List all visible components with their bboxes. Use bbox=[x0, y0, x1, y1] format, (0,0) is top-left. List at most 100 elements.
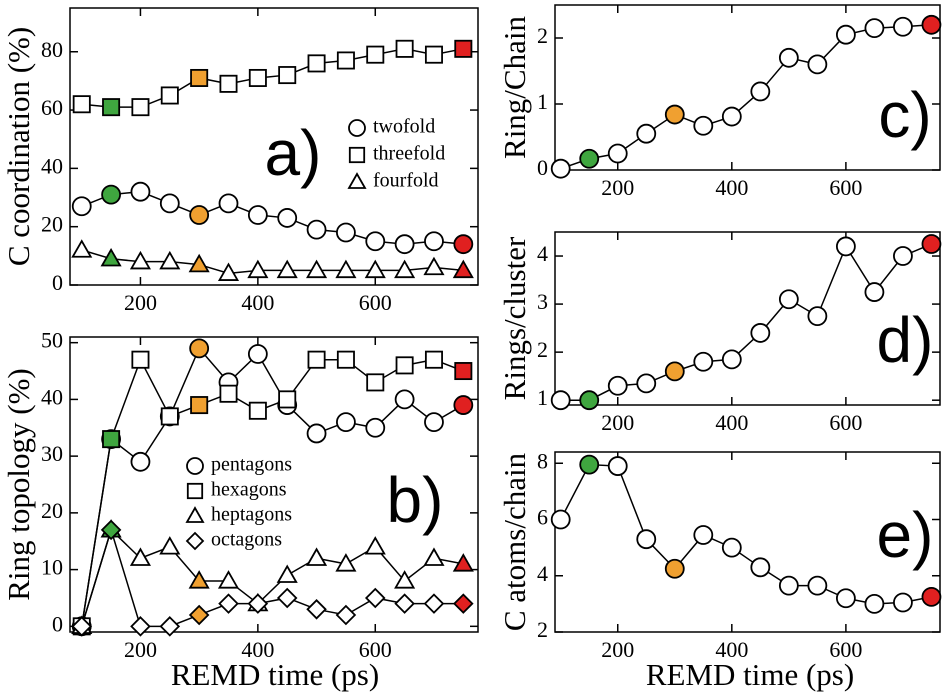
data-point bbox=[453, 395, 474, 415]
x-tick-label: 400 bbox=[241, 290, 274, 315]
legend-marker bbox=[348, 146, 366, 164]
data-point bbox=[247, 593, 269, 614]
data-point bbox=[335, 259, 357, 279]
y-tick-label: 0 bbox=[52, 270, 63, 295]
data-point bbox=[750, 323, 771, 343]
data-point bbox=[217, 570, 240, 589]
data-point bbox=[188, 570, 210, 589]
data-point bbox=[276, 564, 298, 583]
data-point bbox=[217, 262, 240, 281]
data-point bbox=[807, 575, 828, 596]
legend-label: fourfold bbox=[373, 170, 439, 192]
data-point bbox=[807, 306, 828, 326]
data-point bbox=[636, 123, 657, 144]
data-point bbox=[100, 519, 122, 541]
data-point bbox=[778, 575, 799, 596]
data-point bbox=[189, 338, 210, 359]
data-point bbox=[423, 547, 445, 566]
data-point bbox=[100, 247, 122, 267]
data-point bbox=[247, 344, 268, 364]
panel-label: b) bbox=[387, 464, 444, 536]
data-point bbox=[579, 390, 600, 411]
data-point bbox=[160, 407, 179, 426]
data-point bbox=[306, 259, 328, 279]
data-point bbox=[277, 208, 298, 228]
data-point bbox=[721, 106, 742, 127]
data-point bbox=[71, 196, 92, 217]
data-point bbox=[394, 593, 415, 614]
y-axis-label: C atoms/chain bbox=[497, 452, 532, 631]
data-point bbox=[219, 74, 238, 93]
data-point bbox=[424, 45, 443, 64]
data-point bbox=[423, 256, 445, 276]
x-tick-label: 600 bbox=[829, 175, 862, 200]
y-tick-label: 8 bbox=[537, 448, 548, 473]
data-point bbox=[921, 586, 942, 607]
data-point bbox=[664, 104, 685, 125]
legend-label: octagons bbox=[211, 529, 282, 551]
data-point bbox=[131, 350, 150, 369]
y-tick-label: 80 bbox=[41, 37, 63, 62]
panel-label: e) bbox=[877, 499, 934, 571]
data-point bbox=[159, 250, 181, 270]
y-tick-label: 6 bbox=[537, 505, 548, 530]
data-point bbox=[278, 390, 297, 409]
data-point bbox=[394, 389, 415, 410]
data-point bbox=[71, 239, 93, 258]
data-point bbox=[864, 18, 885, 39]
data-point bbox=[835, 588, 856, 609]
data-point bbox=[454, 362, 473, 381]
data-point bbox=[921, 234, 942, 254]
data-point bbox=[750, 81, 771, 102]
data-point bbox=[864, 282, 885, 302]
y-axis-label: Ring topology (%) bbox=[1, 368, 36, 601]
data-point bbox=[453, 593, 474, 614]
data-point bbox=[306, 547, 328, 566]
data-point bbox=[159, 616, 181, 637]
x-axis-label: REMD time (ps) bbox=[171, 657, 379, 692]
x-tick-label: 600 bbox=[359, 290, 392, 315]
data-point bbox=[395, 39, 414, 58]
x-tick-label: 600 bbox=[829, 410, 862, 435]
data-point bbox=[579, 148, 600, 169]
legend-label: twofold bbox=[373, 116, 435, 138]
data-point bbox=[102, 98, 121, 117]
x-tick-label: 600 bbox=[829, 637, 862, 662]
data-point bbox=[607, 375, 628, 396]
legend-marker bbox=[185, 531, 205, 551]
x-axis-label: REMD time (ps) bbox=[646, 657, 854, 692]
plot-frame bbox=[69, 336, 479, 633]
data-point bbox=[335, 604, 357, 626]
data-point bbox=[248, 401, 267, 420]
data-point bbox=[336, 412, 356, 432]
legend-label: pentagons bbox=[211, 454, 292, 476]
x-tick-label: 200 bbox=[601, 175, 634, 200]
y-tick-label: 10 bbox=[41, 555, 63, 580]
legend-label: hexagons bbox=[211, 479, 287, 501]
data-point bbox=[424, 350, 443, 369]
data-point bbox=[159, 193, 180, 214]
y-tick-label: 60 bbox=[41, 95, 63, 120]
data-point bbox=[550, 158, 571, 179]
data-point bbox=[664, 558, 685, 579]
data-point bbox=[835, 24, 856, 45]
data-point bbox=[721, 349, 742, 370]
data-point bbox=[188, 253, 210, 273]
data-point bbox=[159, 536, 181, 555]
data-point bbox=[424, 412, 444, 432]
y-axis-label: Rings/cluster bbox=[497, 236, 532, 400]
data-point bbox=[276, 587, 298, 609]
data-point bbox=[921, 14, 942, 35]
data-point bbox=[364, 259, 386, 279]
y-tick-label: 4 bbox=[537, 241, 548, 266]
legend-label: heptagons bbox=[211, 504, 292, 526]
data-point bbox=[188, 604, 210, 626]
legend-marker bbox=[186, 482, 204, 500]
data-point bbox=[72, 95, 91, 114]
data-point bbox=[453, 234, 474, 255]
plot-frame bbox=[554, 231, 941, 406]
data-point bbox=[366, 373, 385, 392]
plot-frame bbox=[69, 7, 479, 286]
x-tick-label: 400 bbox=[715, 637, 748, 662]
